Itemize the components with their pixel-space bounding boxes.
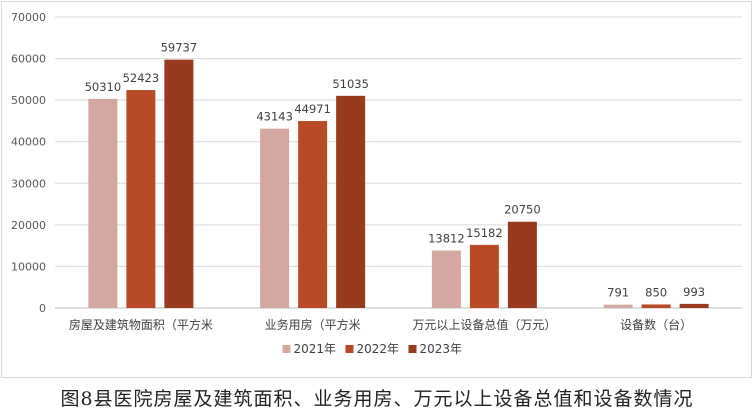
y-tick-label: 70000 — [11, 11, 46, 24]
bar — [641, 304, 671, 308]
chart-frame — [1, 1, 752, 378]
bar — [679, 303, 709, 308]
data-label: 50310 — [85, 80, 122, 94]
legend-swatch — [282, 345, 291, 353]
category-label: 设备数（台） — [620, 317, 692, 332]
data-label: 791 — [607, 286, 629, 300]
category-label: 万元以上设备总值（万元） — [412, 317, 556, 332]
bar-chart: 0 10000 20000 30000 40000 50000 60000 70000 5031… — [11, 11, 742, 356]
bar — [336, 95, 366, 309]
category-label: 房屋及建筑物面积（平方米 — [69, 317, 213, 332]
data-label: 52423 — [123, 71, 160, 85]
bar — [298, 121, 328, 308]
data-label: 993 — [683, 285, 705, 299]
legend-swatch — [408, 345, 417, 353]
y-tick-label: 10000 — [11, 260, 46, 273]
bar — [164, 59, 194, 308]
legend-label: 2022年 — [357, 342, 400, 356]
bar — [431, 250, 461, 308]
bar — [260, 128, 290, 308]
data-label: 850 — [645, 285, 667, 299]
data-label: 44971 — [294, 102, 331, 116]
bar — [88, 98, 118, 308]
legend-label: 2023年 — [420, 342, 463, 356]
legend-label: 2021年 — [294, 342, 337, 356]
y-tick-label: 30000 — [11, 177, 46, 190]
bar — [469, 244, 499, 308]
bar — [507, 221, 537, 308]
y-tick-label: 60000 — [11, 53, 46, 66]
y-tick-label: 0 — [39, 302, 46, 315]
figure-caption: 图8县医院房屋及建筑面积、业务用房、万元以上设备总值和设备数情况 — [60, 388, 694, 410]
data-label: 43143 — [256, 110, 293, 124]
data-label: 20750 — [504, 203, 541, 217]
bar — [603, 304, 633, 308]
data-label: 51035 — [332, 77, 369, 91]
data-label: 15182 — [466, 226, 503, 240]
category-label: 业务用房（平方米 — [265, 317, 361, 332]
y-tick-label: 40000 — [11, 136, 46, 149]
data-label: 59737 — [161, 41, 198, 55]
data-label: 13812 — [428, 232, 465, 246]
y-tick-label: 50000 — [11, 94, 46, 107]
bar — [126, 90, 156, 308]
legend-swatch — [345, 345, 354, 353]
y-tick-label: 20000 — [11, 219, 46, 232]
